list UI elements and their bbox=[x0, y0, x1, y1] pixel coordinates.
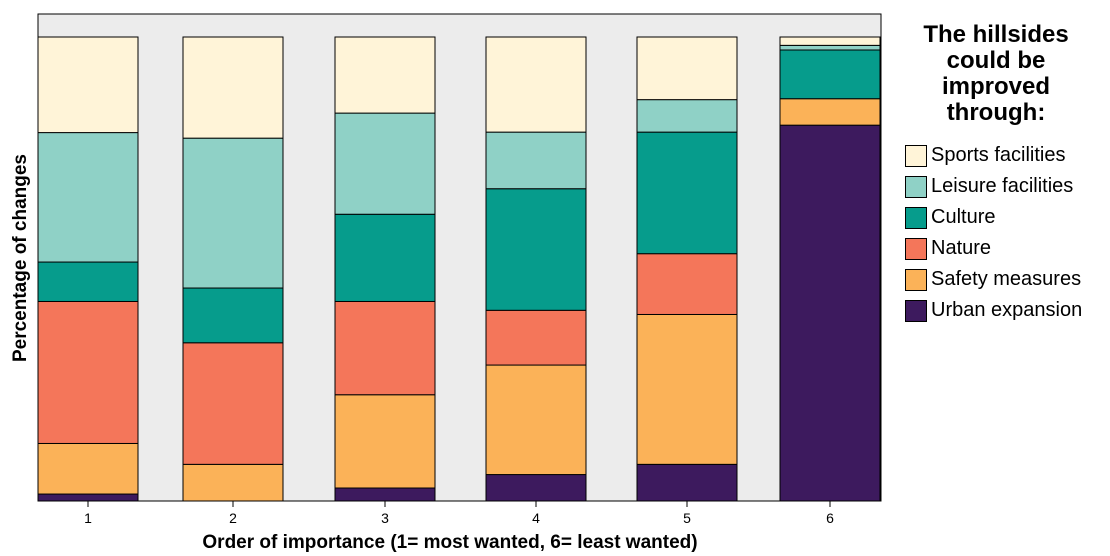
bar-segment-urban-expansion-1 bbox=[37, 493, 139, 502]
legend-items: Sports facilities Leisure facilities Cultu… bbox=[905, 140, 1105, 326]
bar-segment-culture-6 bbox=[779, 49, 881, 100]
bar-segment-urban-expansion-6 bbox=[779, 124, 881, 502]
bar-segment-safety-measures-6 bbox=[779, 98, 881, 126]
x-tick-label-5: 5 bbox=[683, 510, 691, 526]
bar-segment-nature-1 bbox=[37, 300, 139, 444]
bar-segment-leisure-facilities-2 bbox=[182, 137, 284, 289]
x-tick-label-2: 2 bbox=[229, 510, 237, 526]
legend-label-leisure-facilities: Leisure facilities bbox=[931, 175, 1074, 197]
legend-swatch-sports-facilities bbox=[905, 144, 927, 167]
bar-segment-safety-measures-3 bbox=[334, 394, 436, 489]
bar-segment-nature-3 bbox=[334, 300, 436, 396]
bar-segment-nature-5 bbox=[636, 253, 738, 315]
legend-swatch-leisure-facilities bbox=[905, 175, 927, 198]
bar-segment-safety-measures-1 bbox=[37, 442, 139, 495]
legend-label-nature: Nature bbox=[931, 237, 992, 259]
bar-segment-leisure-facilities-3 bbox=[334, 112, 436, 215]
bar-segment-safety-measures-5 bbox=[636, 313, 738, 465]
bar-segment-leisure-facilities-1 bbox=[37, 132, 139, 263]
bar-segment-leisure-facilities-6 bbox=[779, 44, 881, 51]
legend-label-sports-facilities: Sports facilities bbox=[931, 144, 1066, 166]
legend-label-urban-expansion: Urban expansion bbox=[931, 299, 1083, 321]
x-tick-label-3: 3 bbox=[381, 510, 389, 526]
bar-segment-culture-1 bbox=[37, 261, 139, 302]
legend-item-urban-expansion: Urban expansion bbox=[905, 295, 1105, 326]
bar-segment-culture-5 bbox=[636, 131, 738, 255]
legend-item-leisure-facilities: Leisure facilities bbox=[905, 171, 1105, 202]
bar-segment-leisure-facilities-5 bbox=[636, 99, 738, 133]
legend-swatch-safety-measures bbox=[905, 268, 927, 291]
bar-segment-leisure-facilities-4 bbox=[485, 131, 587, 190]
legend-item-safety-measures: Safety measures bbox=[905, 264, 1105, 295]
bar-segment-urban-expansion-3 bbox=[334, 487, 436, 502]
legend-item-sports-facilities: Sports facilities bbox=[905, 140, 1105, 171]
bar-segment-safety-measures-2 bbox=[182, 463, 284, 502]
bar-segment-culture-4 bbox=[485, 188, 587, 311]
x-axis-label: Order of importance (1= most wanted, 6= … bbox=[202, 532, 697, 553]
bar-segment-nature-4 bbox=[485, 309, 587, 366]
legend-title: The hillsides could be improved through: bbox=[923, 21, 1069, 126]
legend-swatch-nature bbox=[905, 237, 927, 260]
bars-layer bbox=[37, 36, 881, 502]
bar-segment-urban-expansion-4 bbox=[485, 474, 587, 502]
x-tick-label-4: 4 bbox=[532, 510, 540, 526]
x-tick-label-1: 1 bbox=[84, 510, 92, 526]
legend-label-culture: Culture bbox=[931, 206, 996, 228]
bar-segment-sports-facilities-4 bbox=[485, 36, 587, 133]
bar-segment-sports-facilities-3 bbox=[334, 36, 436, 114]
x-axis: 1 2 3 4 5 6 bbox=[38, 500, 881, 526]
bar-segment-culture-3 bbox=[334, 213, 436, 302]
y-axis-label: Percentage of changes bbox=[10, 154, 31, 362]
plot-background bbox=[37, 13, 882, 502]
bar-segment-urban-expansion-5 bbox=[636, 463, 738, 502]
legend-label-safety-measures: Safety measures bbox=[931, 268, 1082, 290]
legend-swatch-urban-expansion bbox=[905, 299, 927, 322]
bar-segment-culture-2 bbox=[182, 287, 284, 344]
x-tick-label-6: 6 bbox=[826, 510, 834, 526]
bar-segment-sports-facilities-1 bbox=[37, 36, 139, 134]
bar-segment-sports-facilities-5 bbox=[636, 36, 738, 101]
legend-swatch-culture bbox=[905, 206, 927, 229]
legend-item-culture: Culture bbox=[905, 202, 1105, 233]
legend-item-nature: Nature bbox=[905, 233, 1105, 264]
bar-segment-safety-measures-4 bbox=[485, 364, 587, 476]
legend: The hillsides could be improved through:… bbox=[905, 22, 1105, 326]
bar-segment-sports-facilities-6 bbox=[779, 36, 881, 46]
bar-segment-sports-facilities-2 bbox=[182, 36, 284, 139]
bar-segment-nature-2 bbox=[182, 342, 284, 465]
